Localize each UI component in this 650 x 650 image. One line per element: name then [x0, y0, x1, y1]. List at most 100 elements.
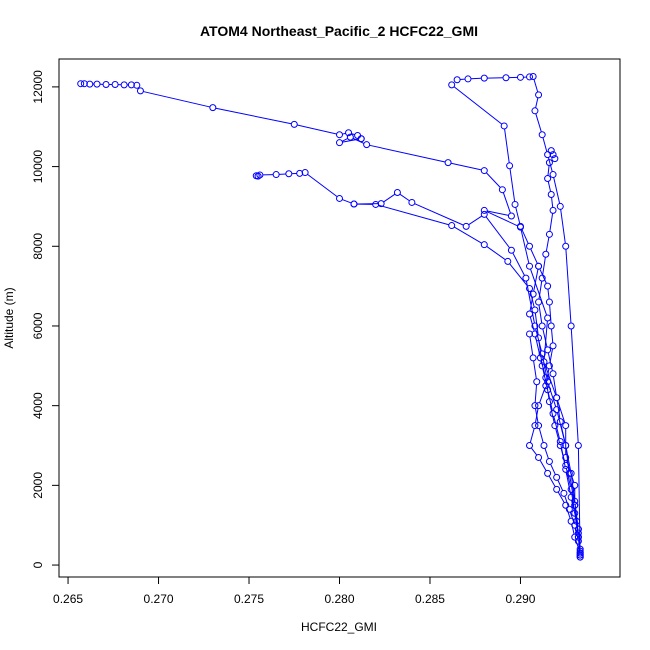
data-point — [544, 346, 552, 354]
series-line-segment — [547, 352, 553, 371]
y-axis: 0 2000 4000 6000 8000 10000 12000 — [31, 70, 59, 568]
data-point — [547, 147, 555, 155]
data-point — [545, 159, 553, 167]
series-line-segment — [534, 384, 538, 403]
series-line-segment — [486, 211, 518, 227]
series-line-segment — [540, 360, 546, 376]
series-line-segment — [383, 193, 396, 203]
data-point — [102, 81, 110, 89]
data-point — [544, 314, 552, 322]
data-point — [448, 81, 456, 89]
series-line-segment — [535, 328, 542, 352]
series-line-segment — [547, 165, 550, 176]
y-tick-label: 2000 — [31, 472, 45, 499]
series-line-segment — [533, 269, 539, 292]
series-line-segment — [552, 376, 557, 395]
data-point — [549, 206, 557, 214]
series-line-segment — [577, 448, 581, 555]
data-point — [256, 171, 264, 179]
data-point — [544, 469, 552, 477]
data-point — [538, 131, 546, 139]
data-point — [556, 442, 564, 450]
series-line-segment — [530, 268, 548, 316]
data-point — [526, 442, 534, 450]
series-line-segment — [520, 229, 530, 264]
series-line-segment — [538, 281, 543, 300]
series-line-segment — [487, 210, 509, 216]
series-line-segment — [550, 463, 556, 475]
data-point — [535, 422, 543, 430]
data-point — [506, 162, 514, 170]
series-line-segment — [534, 408, 539, 423]
series-line-segment — [544, 448, 549, 459]
series-line-segment — [470, 77, 482, 80]
data-point — [531, 107, 539, 115]
series-line-segment — [535, 113, 542, 132]
data-point — [553, 473, 561, 481]
series-line-segment — [560, 424, 566, 443]
data-point — [127, 81, 135, 89]
data-point — [526, 242, 534, 250]
data-point — [526, 262, 534, 270]
data-point — [393, 188, 401, 196]
data-point — [531, 422, 539, 430]
data-point — [350, 200, 358, 208]
data-point — [80, 80, 88, 88]
series-line-segment — [502, 192, 511, 214]
series-line-segment — [504, 128, 510, 163]
y-tick-label: 6000 — [31, 312, 45, 339]
data-point — [545, 457, 553, 465]
data-point — [252, 172, 260, 180]
series-5 — [453, 73, 584, 561]
series-line-segment — [515, 207, 521, 224]
series-line-segment — [574, 516, 579, 535]
series-line-segment — [548, 384, 557, 407]
series-line-segment — [545, 237, 550, 252]
data-point — [464, 75, 472, 83]
series-line-segment — [378, 204, 449, 226]
data-point — [363, 141, 371, 149]
data-point — [511, 200, 519, 208]
data-point — [545, 362, 553, 370]
series-line-segment — [565, 468, 571, 487]
series-line-segment — [542, 257, 546, 276]
series-line-segment — [549, 404, 555, 423]
series-line-segment — [535, 336, 541, 356]
data-point — [538, 274, 546, 282]
data-point — [574, 529, 582, 537]
data-point — [480, 241, 488, 249]
data-point — [562, 442, 570, 450]
series-line-segment — [578, 544, 581, 553]
data-point — [553, 485, 561, 493]
series-line-segment — [539, 459, 547, 472]
series-line-segment — [555, 428, 560, 443]
data-point — [549, 342, 557, 350]
data-point — [522, 274, 530, 282]
data-point — [336, 139, 343, 147]
series-line-segment — [486, 246, 506, 261]
data-point — [526, 330, 534, 338]
data-point — [576, 553, 584, 561]
data-point — [529, 290, 537, 298]
data-point — [462, 222, 470, 230]
data-point — [354, 132, 362, 140]
series-line-segment — [560, 209, 566, 244]
series-line-segment — [539, 268, 547, 284]
data-point — [301, 169, 309, 177]
data-point — [549, 370, 557, 378]
data-point — [531, 402, 539, 410]
series-line-segment — [509, 263, 529, 287]
series-line-segment — [143, 91, 211, 108]
data-point — [562, 242, 570, 250]
data-point — [551, 422, 559, 430]
data-point — [545, 230, 553, 238]
data-point — [133, 81, 141, 89]
data-point — [540, 442, 548, 450]
series-1 — [77, 80, 365, 143]
x-axis-label: HCFC22_GMI — [301, 620, 377, 634]
data-point — [448, 222, 456, 230]
x-tick-label: 0.265 — [53, 592, 83, 606]
series-line-segment — [509, 168, 516, 202]
data-point — [542, 374, 550, 382]
y-axis-label: Altitude (m) — [2, 287, 16, 348]
